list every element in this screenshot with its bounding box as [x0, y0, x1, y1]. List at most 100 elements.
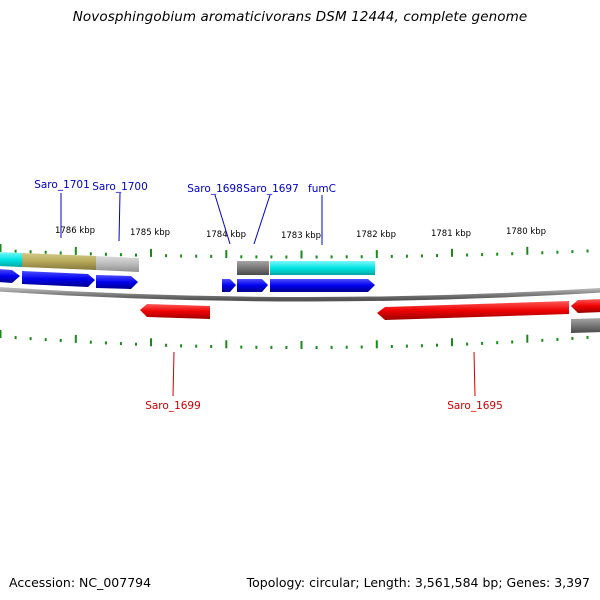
feature-cyan-left[interactable] [0, 252, 22, 267]
cds-reverse-saro1695[interactable] [377, 301, 569, 320]
gene-label-saro1701[interactable]: Saro_1701 [34, 179, 90, 191]
lower-minor-tick [511, 340, 514, 344]
upper-major-tick [375, 250, 378, 259]
leader-saro1699 [172, 351, 175, 397]
lower-minor-tick [44, 338, 47, 342]
upper-minor-tick [345, 255, 348, 259]
upper-minor-tick [360, 255, 363, 259]
feature-cyan-fumc[interactable] [270, 261, 375, 275]
upper-minor-tick [119, 253, 122, 257]
lower-tick-row [0, 330, 589, 349]
upper-minor-tick [29, 250, 32, 254]
tick-label-1782: 1782 kbp [356, 230, 396, 240]
upper-minor-tick [496, 252, 499, 256]
forward-cds-track [0, 269, 375, 292]
lower-minor-tick [405, 344, 408, 348]
lower-major-tick [0, 330, 2, 338]
feature-grey[interactable] [237, 261, 269, 275]
upper-minor-tick [240, 255, 243, 259]
lower-major-tick [375, 340, 378, 349]
upper-minor-tick [405, 254, 408, 258]
lower-minor-tick [390, 345, 393, 348]
lower-minor-tick [270, 345, 273, 349]
upper-major-tick [74, 246, 77, 255]
lower-major-tick [225, 340, 228, 349]
feature-track [0, 252, 375, 275]
tick-label-1785: 1785 kbp [130, 228, 170, 238]
feature-olive[interactable] [22, 253, 96, 270]
lower-major-tick [150, 338, 152, 347]
map-title: Novosphingobium aromaticivorans DSM 1244… [72, 9, 528, 25]
feature-light-grey[interactable] [96, 256, 139, 272]
label-leaders [60, 192, 476, 397]
cds-reverse-saro1699[interactable] [140, 304, 210, 319]
lower-minor-tick [59, 339, 62, 342]
upper-minor-tick [466, 253, 469, 257]
gene-label-saro1695[interactable]: Saro_1695 [447, 400, 503, 412]
upper-minor-tick [436, 254, 438, 258]
cds-forward-saro1697[interactable] [237, 279, 268, 292]
gene-labels: Saro_1701 Saro_1700 Saro_1698 Saro_1697 … [34, 179, 503, 412]
upper-minor-tick [195, 254, 198, 258]
upper-major-tick [300, 250, 303, 259]
lower-minor-tick [89, 340, 92, 344]
genome-backbone [0, 287, 600, 302]
leader-saro1697 [253, 194, 271, 245]
lower-major-tick [526, 334, 529, 343]
gene-label-saro1700[interactable]: Saro_1700 [92, 181, 148, 193]
cds-forward-saro1700[interactable] [96, 275, 138, 289]
upper-major-tick [225, 250, 228, 259]
upper-minor-tick [330, 255, 333, 259]
tick-label-1786: 1786 kbp [55, 226, 95, 236]
lower-minor-tick [195, 344, 198, 348]
lower-major-tick [300, 341, 303, 349]
upper-major-tick [150, 248, 152, 257]
lower-minor-tick [556, 337, 559, 341]
upper-minor-tick [420, 254, 423, 258]
lower-minor-tick [420, 344, 423, 348]
lower-minor-tick [586, 335, 589, 339]
upper-minor-tick [571, 250, 574, 254]
upper-minor-tick [165, 254, 168, 258]
tick-label-1784: 1784 kbp [206, 230, 246, 240]
lower-minor-tick [481, 341, 484, 345]
cds-forward-small[interactable] [222, 279, 236, 292]
gene-label-saro1699[interactable]: Saro_1699 [145, 400, 201, 412]
lower-minor-tick [330, 345, 333, 349]
lower-minor-tick [29, 337, 32, 341]
upper-minor-tick [556, 250, 559, 254]
lower-minor-tick [541, 338, 544, 342]
lower-minor-tick [14, 336, 17, 340]
cds-forward-saro1701[interactable] [22, 271, 95, 287]
gene-label-fumc[interactable]: fumC [308, 183, 336, 195]
leader-saro1698 [214, 194, 231, 245]
cds-forward-left-edge[interactable] [0, 269, 20, 283]
upper-minor-tick [44, 250, 47, 254]
lower-minor-tick [496, 341, 499, 345]
tick-label-1780: 1780 kbp [506, 227, 546, 237]
genome-summary-text: Topology: circular; Length: 3,561,584 bp… [246, 575, 590, 590]
upper-minor-tick [586, 249, 589, 253]
upper-minor-tick [14, 249, 17, 253]
upper-minor-tick [511, 252, 514, 256]
lower-minor-tick [466, 342, 469, 346]
upper-tick-row [0, 244, 589, 259]
upper-major-tick [451, 248, 453, 257]
cds-reverse-right-edge[interactable] [571, 299, 600, 313]
accession-text: Accession: NC_007794 [9, 575, 152, 590]
leader-saro1700 [118, 192, 121, 242]
leader-saro1695 [473, 351, 476, 397]
upper-minor-tick [481, 253, 484, 257]
upper-minor-tick [210, 254, 213, 258]
cds-forward-fumc[interactable] [270, 279, 375, 292]
upper-major-tick [526, 246, 529, 255]
upper-minor-tick [315, 255, 318, 259]
upper-minor-tick [135, 253, 137, 257]
feature-grey-right[interactable] [571, 318, 600, 333]
lower-minor-tick [360, 345, 363, 349]
lower-minor-tick [210, 345, 213, 348]
gene-label-saro1698[interactable]: Saro_1698 [187, 183, 243, 195]
gene-label-saro1697[interactable]: Saro_1697 [243, 183, 299, 195]
lower-minor-tick [255, 345, 258, 349]
